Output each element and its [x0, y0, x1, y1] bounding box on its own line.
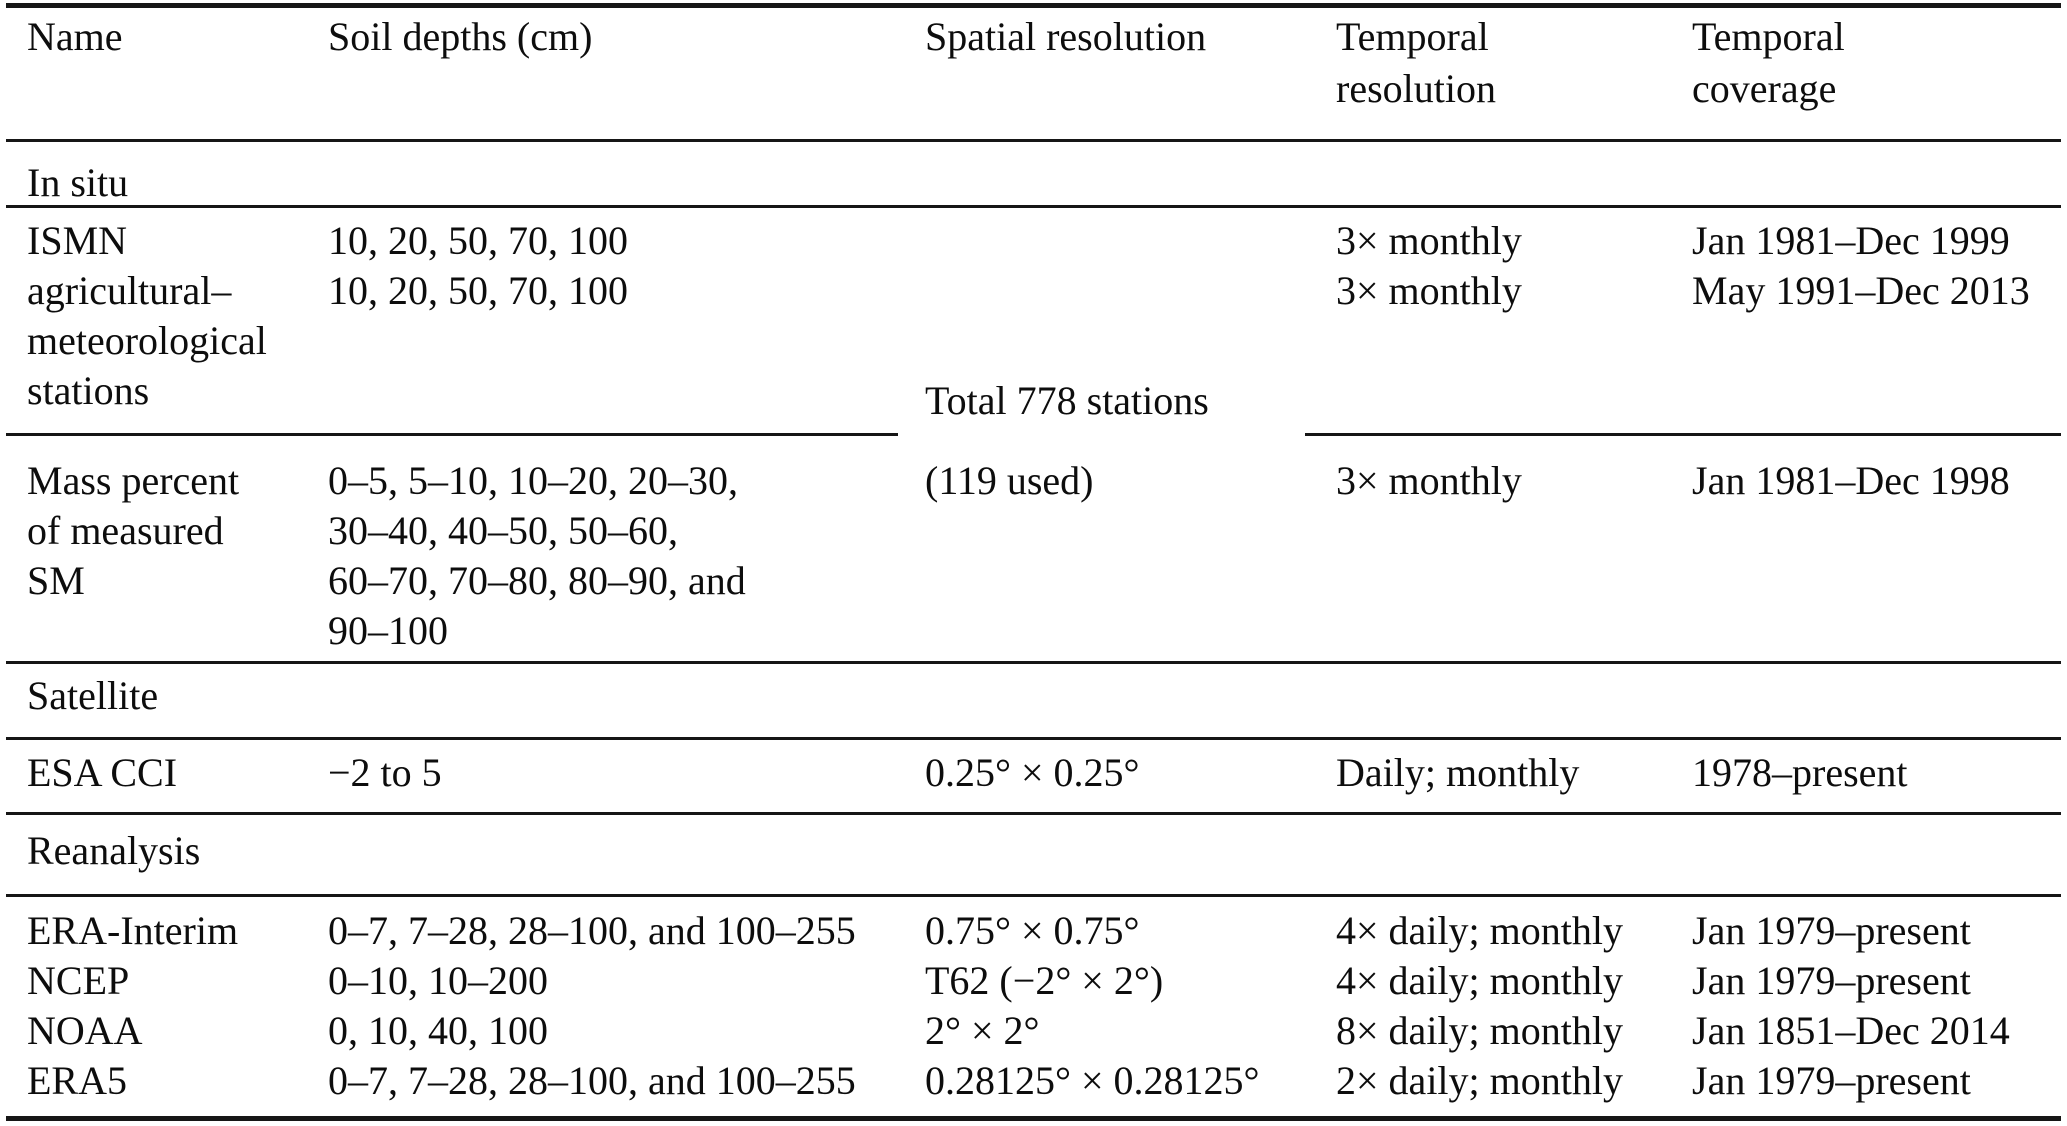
mass-percent-temporal-resolution-cell: 3× monthly — [1336, 458, 1522, 503]
mass-percent-name-cell: Mass percent of measured SM — [27, 456, 239, 606]
header-line: Temporal — [1692, 14, 1845, 59]
reanalysis-temporal-resolution-cell: 4× daily; monthly — [1336, 958, 1623, 1003]
reanalysis-temporal-coverage-cell: Jan 1979–present — [1692, 958, 1971, 1003]
mass-percent-name-line: Mass percent — [27, 458, 240, 503]
reanalysis-temporal-resolution-cell: 8× daily; monthly — [1336, 1008, 1623, 1053]
reanalysis-name-cell: NCEP — [27, 958, 130, 1003]
reanalysis-section-rule — [6, 894, 2061, 897]
esa-cci-spatial-resolution-cell: 0.25° × 0.25° — [925, 750, 1140, 795]
ismn-row-rule-right — [1305, 433, 2061, 436]
ismn-name-line: ISMN — [27, 218, 128, 263]
column-header-soil-depths: Soil depths (cm) — [328, 14, 593, 59]
reanalysis-spatial-resolution-cell: 2° × 2° — [925, 1008, 1040, 1053]
column-header-name: Name — [27, 14, 123, 59]
ismn-name-line: stations — [27, 368, 150, 413]
reanalysis-temporal-coverage-cell: Jan 1979–present — [1692, 1058, 1971, 1103]
mass-percent-soil-depths-line: 30–40, 40–50, 50–60, — [328, 508, 678, 553]
section-label-satellite: Satellite — [27, 673, 159, 718]
mass-percent-soil-depths-cell: 0–5, 5–10, 10–20, 20–30, 30–40, 40–50, 5… — [328, 456, 746, 656]
esa-cci-temporal-coverage-cell: 1978–present — [1692, 750, 1908, 795]
column-header-temporal-resolution: Temporal resolution — [1336, 11, 1496, 115]
column-header-spatial-resolution: Spatial resolution — [925, 14, 1207, 59]
ismn-temporal-resolution-line: 3× monthly — [1336, 218, 1522, 263]
mass-percent-temporal-coverage-cell: Jan 1981–Dec 1998 — [1692, 458, 2010, 503]
ismn-soil-depths-line: 10, 20, 50, 70, 100 — [328, 218, 628, 263]
ismn-name-cell: ISMN agricultural– meteorological statio… — [27, 216, 267, 416]
reanalysis-spatial-resolution-cell: 0.75° × 0.75° — [925, 908, 1140, 953]
reanalysis-temporal-resolution-cell: 2× daily; monthly — [1336, 1058, 1623, 1103]
ismn-temporal-resolution-cell: 3× monthly 3× monthly — [1336, 216, 1522, 316]
esa-cci-bottom-rule — [6, 812, 2061, 815]
header-bottom-rule — [6, 139, 2061, 142]
ismn-temporal-coverage-line: May 1991–Dec 2013 — [1692, 268, 2030, 313]
reanalysis-temporal-coverage-cell: Jan 1979–present — [1692, 908, 1971, 953]
section-label-reanalysis: Reanalysis — [27, 828, 201, 873]
reanalysis-temporal-resolution-cell: 4× daily; monthly — [1336, 908, 1623, 953]
column-header-temporal-coverage: Temporal coverage — [1692, 11, 1845, 115]
reanalysis-soil-depths-cell: 0–7, 7–28, 28–100, and 100–255 — [328, 908, 856, 953]
reanalysis-name-cell: ERA5 — [27, 1058, 127, 1103]
reanalysis-name-cell: ERA-Interim — [27, 908, 239, 953]
in-situ-spatial-used-stations: (119 used) — [925, 458, 1094, 503]
reanalysis-soil-depths-cell: 0–10, 10–200 — [328, 958, 548, 1003]
table-top-rule — [6, 3, 2061, 8]
mass-percent-name-line: SM — [27, 558, 85, 603]
esa-cci-soil-depths-cell: −2 to 5 — [328, 750, 442, 795]
mass-percent-bottom-rule — [6, 661, 2061, 664]
table-bottom-rule — [6, 1116, 2061, 1121]
in-situ-spatial-total-stations: Total 778 stations — [925, 378, 1209, 423]
ismn-name-line: agricultural– — [27, 268, 232, 313]
ismn-row-rule-left — [6, 433, 898, 436]
ismn-temporal-coverage-line: Jan 1981–Dec 1999 — [1692, 218, 2010, 263]
section-label-in-situ: In situ — [27, 160, 129, 205]
ismn-name-line: meteorological — [27, 318, 267, 363]
header-line: resolution — [1336, 66, 1496, 111]
satellite-section-rule — [6, 737, 2061, 740]
reanalysis-soil-depths-cell: 0–7, 7–28, 28–100, and 100–255 — [328, 1058, 856, 1103]
mass-percent-soil-depths-line: 0–5, 5–10, 10–20, 20–30, — [328, 458, 738, 503]
reanalysis-temporal-coverage-cell: Jan 1851–Dec 2014 — [1692, 1008, 2010, 1053]
mass-percent-soil-depths-line: 60–70, 70–80, 80–90, and — [328, 558, 746, 603]
header-line: coverage — [1692, 66, 1837, 111]
in-situ-section-rule — [6, 205, 2061, 208]
esa-cci-temporal-resolution-cell: Daily; monthly — [1336, 750, 1580, 795]
header-line: Temporal — [1336, 14, 1489, 59]
ismn-soil-depths-cell: 10, 20, 50, 70, 100 10, 20, 50, 70, 100 — [328, 216, 628, 316]
reanalysis-spatial-resolution-cell: T62 (−2° × 2°) — [925, 958, 1164, 1003]
reanalysis-soil-depths-cell: 0, 10, 40, 100 — [328, 1008, 548, 1053]
esa-cci-name-cell: ESA CCI — [27, 750, 178, 795]
mass-percent-name-line: of measured — [27, 508, 224, 553]
ismn-soil-depths-line: 10, 20, 50, 70, 100 — [328, 268, 628, 313]
reanalysis-spatial-resolution-cell: 0.28125° × 0.28125° — [925, 1058, 1260, 1103]
ismn-temporal-coverage-cell: Jan 1981–Dec 1999 May 1991–Dec 2013 — [1692, 216, 2030, 316]
ismn-temporal-resolution-line: 3× monthly — [1336, 268, 1522, 313]
mass-percent-soil-depths-line: 90–100 — [328, 608, 448, 653]
reanalysis-name-cell: NOAA — [27, 1008, 143, 1053]
